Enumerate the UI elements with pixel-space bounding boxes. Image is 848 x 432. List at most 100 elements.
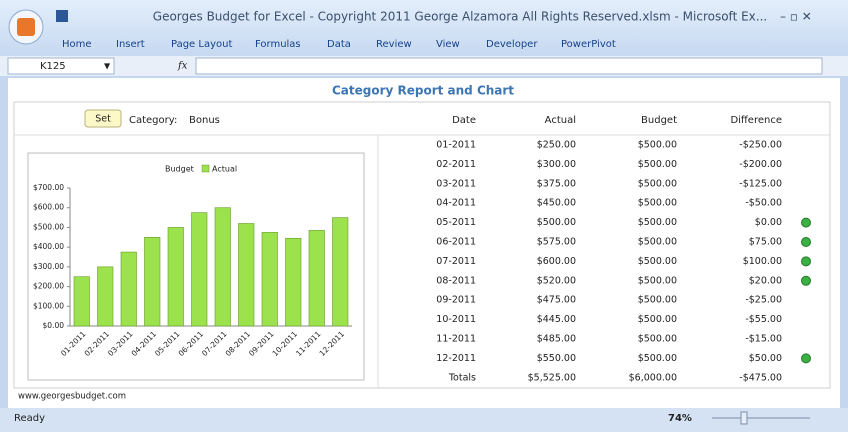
cell: -$55.00 <box>745 314 782 325</box>
cell: $445.00 <box>537 314 576 325</box>
y-tick-label: $100.00 <box>33 301 64 310</box>
cell: $375.00 <box>537 178 576 189</box>
cell: -$50.00 <box>745 198 782 209</box>
cell: $500.00 <box>638 217 677 228</box>
report-title: Category Report and Chart <box>332 84 514 98</box>
bar <box>308 230 325 327</box>
ribbon-tab[interactable]: Data <box>327 39 351 50</box>
cell: $600.00 <box>537 256 576 267</box>
cell: $500.00 <box>638 275 677 286</box>
name-box-text: K125 <box>40 61 66 72</box>
cell: 10-2011 <box>436 314 476 325</box>
zoom-level: 74% <box>668 413 692 424</box>
ribbon-tab[interactable]: Home <box>62 39 92 50</box>
cell: -$200.00 <box>739 159 782 170</box>
totals-cell: $6,000.00 <box>629 373 677 384</box>
column-header: Date <box>452 115 476 126</box>
set-button-label: Set <box>95 114 111 125</box>
report-box <box>13 101 831 389</box>
y-tick-label: $200.00 <box>33 282 64 291</box>
zoom-thumb[interactable] <box>740 411 748 425</box>
cell: $500.00 <box>537 217 576 228</box>
column-header: Actual <box>545 115 576 126</box>
cell: $500.00 <box>638 295 677 306</box>
cell: $500.00 <box>638 314 677 325</box>
cell: $500.00 <box>638 353 677 364</box>
totals-cell: -$475.00 <box>739 373 782 384</box>
cell: -$25.00 <box>745 295 782 306</box>
cell: $300.00 <box>537 159 576 170</box>
column-header: Difference <box>730 115 782 126</box>
legend-entry: Budget <box>165 165 194 174</box>
cell: $475.00 <box>537 295 576 306</box>
ribbon-tab[interactable]: PowerPivot <box>561 39 616 50</box>
cell: $550.00 <box>537 353 576 364</box>
window-controls[interactable]: – ▫ ✕ <box>780 10 812 24</box>
legend-entry: Actual <box>212 165 237 174</box>
ribbon-tab[interactable]: Review <box>376 39 412 50</box>
bar <box>97 266 114 327</box>
ribbon-tab[interactable]: Developer <box>486 39 538 50</box>
formula-input[interactable] <box>195 57 823 75</box>
bar <box>238 223 255 327</box>
bar <box>120 251 137 327</box>
cell: $250.00 <box>537 140 576 151</box>
cell: $485.00 <box>537 334 576 345</box>
category-value: Bonus <box>189 115 220 126</box>
bar <box>285 237 302 327</box>
y-tick-label: $0.00 <box>43 321 65 330</box>
office-logo <box>17 18 35 36</box>
cell: $500.00 <box>638 178 677 189</box>
status-state: Ready <box>14 413 45 424</box>
ribbon-tab[interactable]: Formulas <box>255 39 301 50</box>
cell: 09-2011 <box>436 295 476 306</box>
fx-button[interactable]: fx <box>177 61 188 72</box>
status-indicator <box>801 353 811 364</box>
save-icon[interactable] <box>56 10 68 22</box>
ribbon-tab[interactable]: View <box>436 39 460 50</box>
cell: 04-2011 <box>436 198 476 209</box>
status-indicator <box>801 275 811 286</box>
y-tick-label: $700.00 <box>33 183 64 192</box>
cell: $520.00 <box>537 275 576 286</box>
cell: $500.00 <box>638 237 677 248</box>
cell: $575.00 <box>537 237 576 248</box>
cell: $100.00 <box>743 256 782 267</box>
cell: -$125.00 <box>739 178 782 189</box>
column-header: Budget <box>641 115 677 126</box>
bar <box>144 236 161 327</box>
y-tick-label: $500.00 <box>33 222 64 231</box>
name-box[interactable] <box>7 57 115 75</box>
cell: $500.00 <box>638 140 677 151</box>
cell: -$15.00 <box>745 334 782 345</box>
legend-swatch <box>201 164 210 173</box>
cell: 08-2011 <box>436 275 476 286</box>
status-indicator <box>801 237 811 247</box>
y-tick-label: $600.00 <box>33 203 64 212</box>
cell: -$250.00 <box>739 140 782 151</box>
footer-link[interactable]: www.georgesbudget.com <box>18 392 126 402</box>
status-indicator <box>801 217 811 228</box>
totals-cell: $5,525.00 <box>528 373 576 384</box>
ribbon-tab[interactable]: Page Layout <box>171 39 232 50</box>
cell: $0.00 <box>755 217 782 228</box>
ribbon-tab[interactable]: Insert <box>116 39 145 50</box>
cell: $450.00 <box>537 198 576 209</box>
dropdown[interactable]: ▼ <box>104 62 111 71</box>
status-indicator <box>801 256 811 267</box>
set-button[interactable] <box>84 109 122 128</box>
window-title: Georges Budget for Excel - Copyright 201… <box>153 10 767 24</box>
cell: 03-2011 <box>436 178 476 189</box>
y-tick-label: $300.00 <box>33 262 64 271</box>
cell: $500.00 <box>638 159 677 170</box>
cell: $500.00 <box>638 256 677 267</box>
bar <box>214 207 231 327</box>
cell: 05-2011 <box>436 217 476 228</box>
bar <box>191 212 208 327</box>
bar <box>167 227 184 327</box>
cell: $50.00 <box>749 353 782 364</box>
cell: $20.00 <box>749 275 782 286</box>
cell: $500.00 <box>638 198 677 209</box>
cell: $500.00 <box>638 334 677 345</box>
